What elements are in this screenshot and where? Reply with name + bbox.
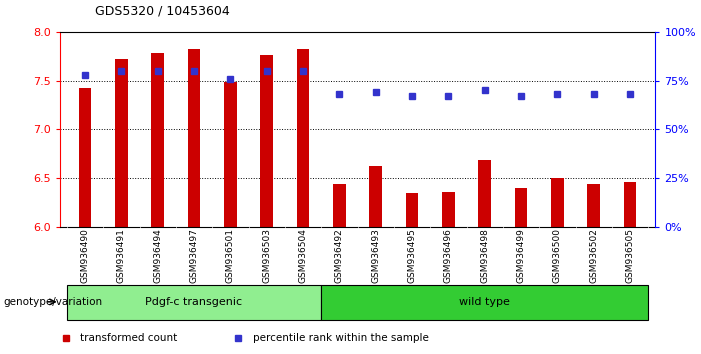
Bar [79,88,91,227]
Text: GSM936502: GSM936502 [589,228,598,283]
Text: percentile rank within the sample: percentile rank within the sample [253,333,429,343]
Bar [333,184,346,227]
Bar [624,182,637,227]
Bar [587,184,600,227]
Bar [442,192,455,227]
Bar [321,285,648,320]
Text: genotype/variation: genotype/variation [4,297,102,307]
Text: GSM936495: GSM936495 [407,228,416,283]
Bar [369,166,382,227]
Text: GSM936493: GSM936493 [371,228,380,283]
Bar [260,55,273,227]
Text: GSM936505: GSM936505 [625,228,634,283]
Text: GSM936504: GSM936504 [299,228,308,283]
Bar [406,193,418,227]
Bar [515,188,527,227]
Bar [115,59,128,227]
Bar [297,49,309,227]
Text: GSM936499: GSM936499 [517,228,526,283]
Text: GSM936491: GSM936491 [117,228,126,283]
Text: GSM936498: GSM936498 [480,228,489,283]
Bar [188,49,200,227]
Text: GSM936496: GSM936496 [444,228,453,283]
Text: GSM936494: GSM936494 [154,228,162,283]
Text: transformed count: transformed count [81,333,177,343]
Text: GSM936490: GSM936490 [81,228,90,283]
Text: GDS5320 / 10453604: GDS5320 / 10453604 [95,5,229,18]
Bar [67,285,321,320]
Bar [478,160,491,227]
Text: GSM936497: GSM936497 [189,228,198,283]
Text: GSM936500: GSM936500 [553,228,562,283]
Bar [151,53,164,227]
Text: Pdgf-c transgenic: Pdgf-c transgenic [145,297,243,307]
Bar [224,82,237,227]
Text: GSM936501: GSM936501 [226,228,235,283]
Text: GSM936503: GSM936503 [262,228,271,283]
Bar [551,178,564,227]
Text: GSM936492: GSM936492 [335,228,344,283]
Text: wild type: wild type [459,297,510,307]
